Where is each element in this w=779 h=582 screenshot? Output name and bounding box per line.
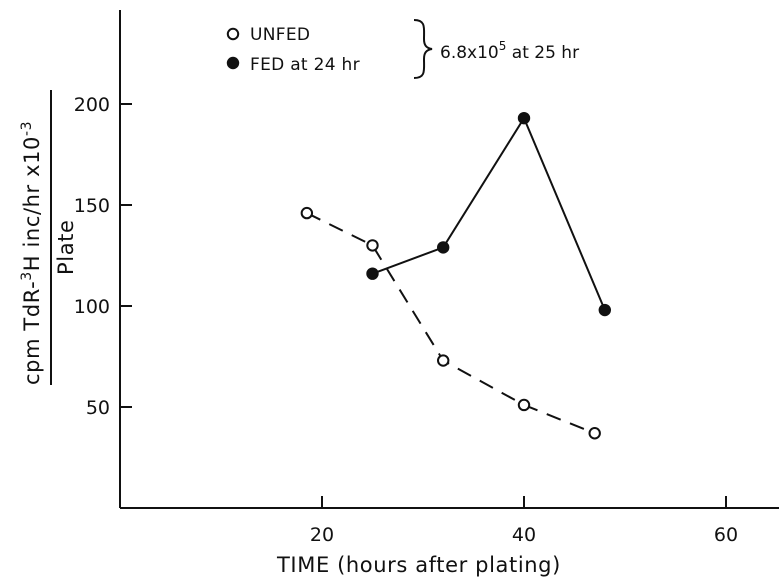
x-tick-label-60: 60 <box>714 524 738 546</box>
ylabel-middle: H inc/hr x10 <box>20 136 44 271</box>
series-line-unfed <box>306 212 596 435</box>
legend-marker-fed <box>226 56 240 70</box>
data-point-unfed-0 <box>300 206 314 220</box>
y-axis-label-numerator: cpm TdR-3H inc/hr x10-3 <box>19 121 44 385</box>
legend-marker-unfed <box>226 27 240 41</box>
data-point-unfed-1 <box>366 239 379 252</box>
series-layer <box>300 111 611 440</box>
series-line-fed-at-24-hr <box>372 115 606 311</box>
data-point-fed-at-24-hr-0 <box>366 267 379 280</box>
x-tick-label-20: 20 <box>310 524 334 546</box>
data-point-fed-at-24-hr-3 <box>598 303 611 317</box>
y-tick-label-100: 100 <box>74 296 110 318</box>
data-point-unfed-3 <box>517 398 531 412</box>
y-axis-label-denominator: Plate <box>54 219 78 275</box>
data-point-unfed-2 <box>437 354 450 367</box>
x-tick-label-40: 40 <box>512 524 536 546</box>
plot-area: 20 40 60 50 100 150 200 <box>74 10 779 546</box>
x-axis-ticks: 20 40 60 <box>310 496 738 546</box>
ylabel-isotope-superscript: 3 <box>19 271 35 281</box>
data-point-unfed-4 <box>588 427 601 440</box>
annotation-superscript: 5 <box>499 39 507 53</box>
y-axis-label: cpm TdR-3H inc/hr x10-3 Plate <box>19 90 78 385</box>
ylabel-exponent-superscript: -3 <box>19 121 35 136</box>
data-point-fed-at-24-hr-1 <box>437 241 450 254</box>
annotation-suffix: at 25 hr <box>506 43 579 63</box>
y-axis-ticks: 50 100 150 200 <box>74 94 132 419</box>
ylabel-prefix: cpm TdR- <box>20 281 44 385</box>
y-tick-label-50: 50 <box>86 397 110 419</box>
y-tick-label-150: 150 <box>74 195 110 217</box>
legend-annotation: 6.8x105 at 25 hr <box>440 39 579 63</box>
legend: UNFED FED at 24 hr 6.8x105 at 25 hr <box>226 19 579 79</box>
legend-brace <box>413 19 433 79</box>
legend-label-fed: FED at 24 hr <box>250 55 360 75</box>
annotation-prefix: 6.8x10 <box>440 43 499 63</box>
data-point-fed-at-24-hr-2 <box>517 111 531 125</box>
y-tick-label-200: 200 <box>74 94 110 116</box>
x-axis-label: TIME (hours after plating) <box>276 553 561 577</box>
legend-label-unfed: UNFED <box>250 25 310 45</box>
